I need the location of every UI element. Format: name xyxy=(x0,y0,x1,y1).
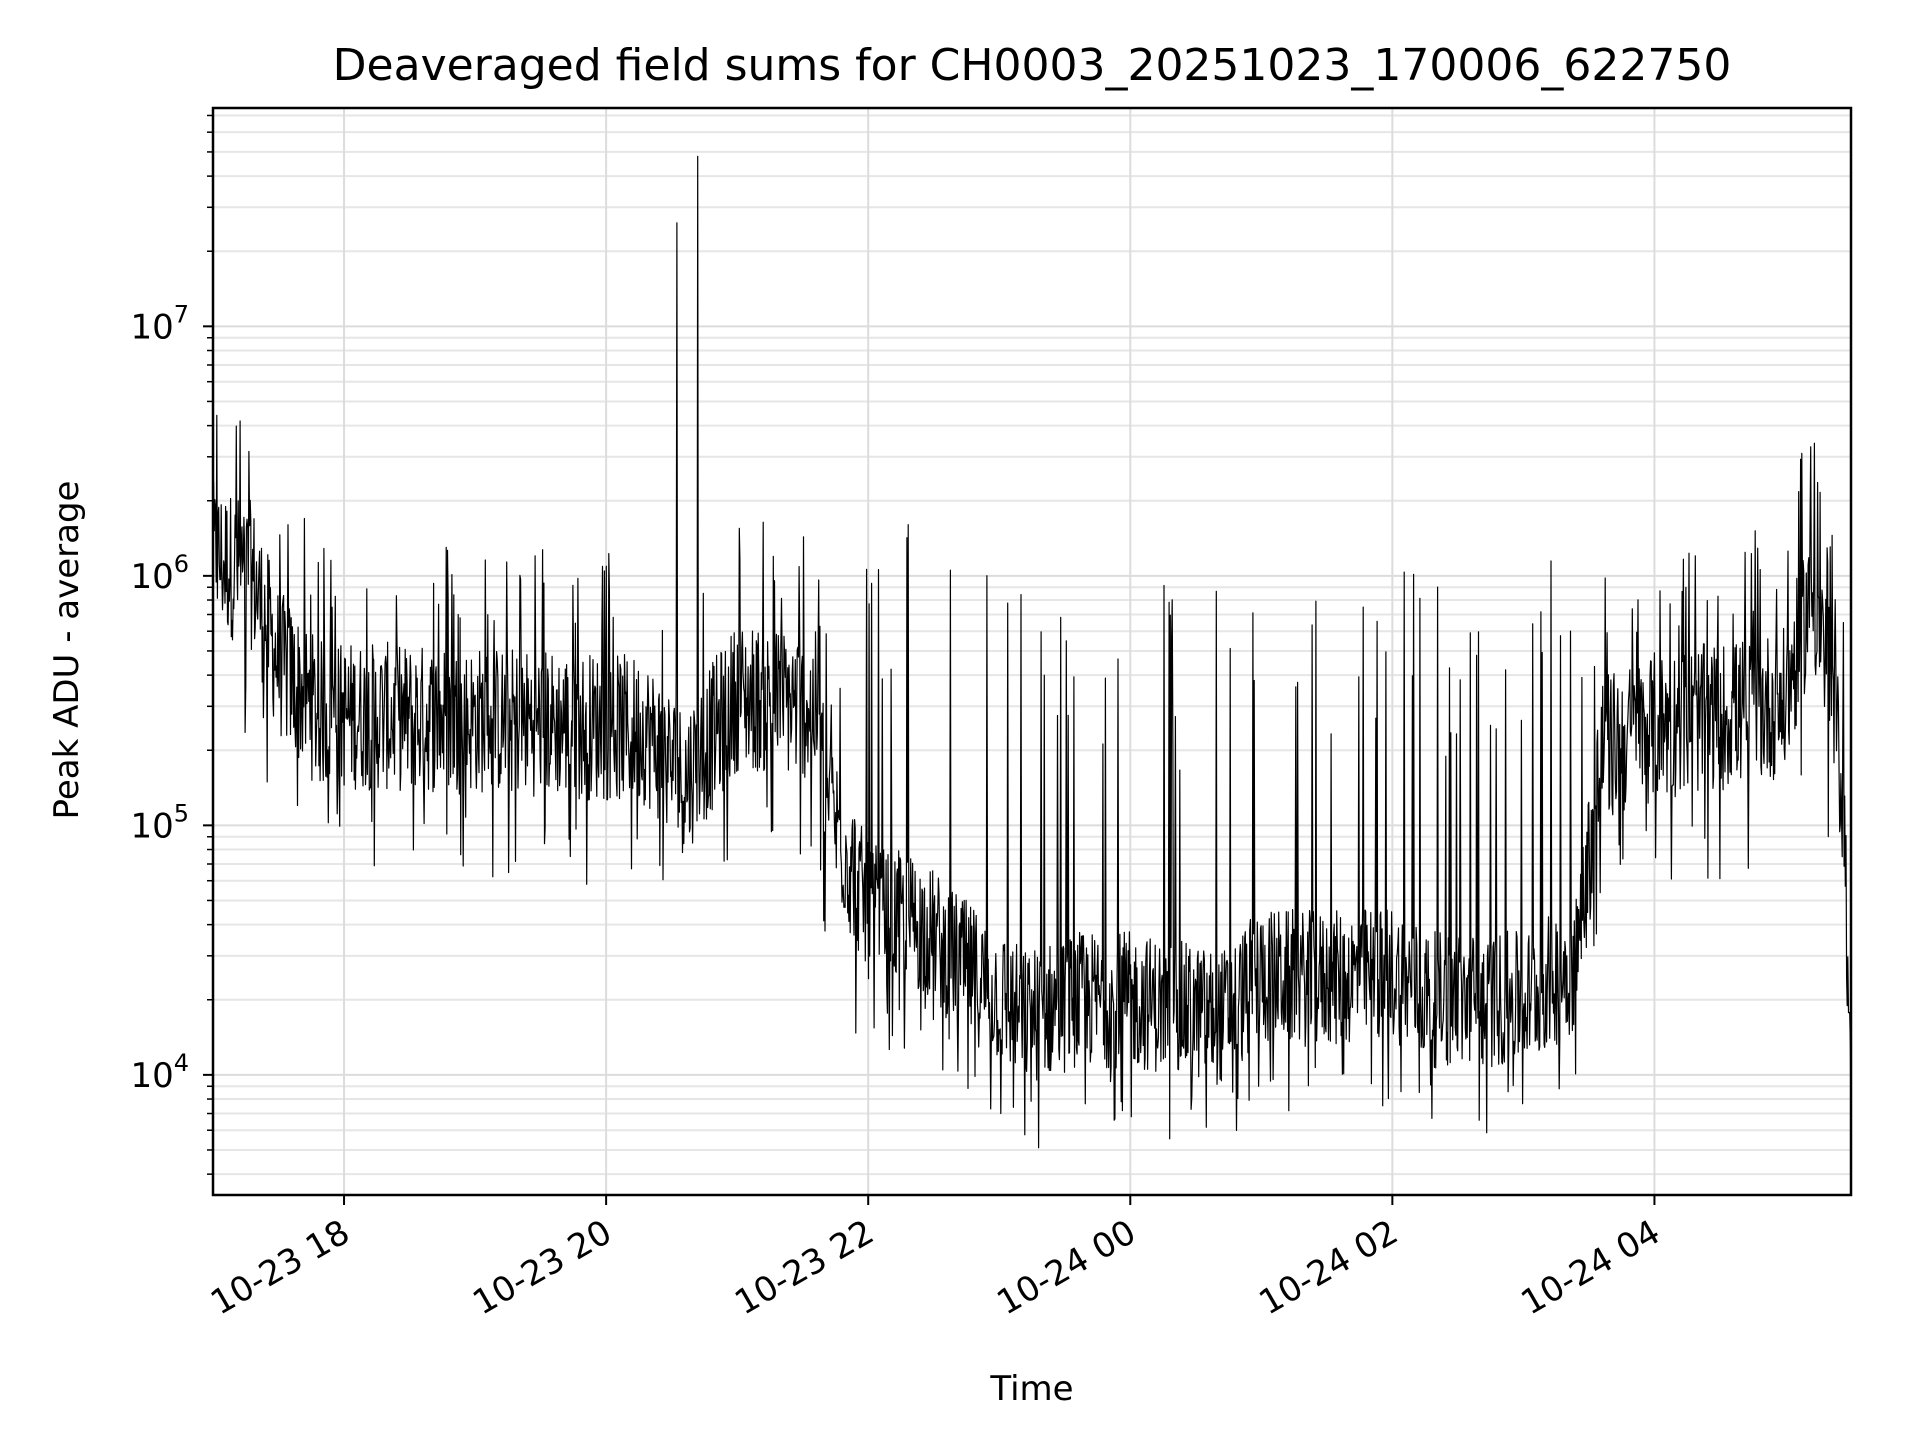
series-group xyxy=(212,155,1852,1149)
x-tick-label: 10-24 02 xyxy=(1252,1212,1404,1323)
x-tick-label: 10-24 00 xyxy=(990,1212,1142,1323)
x-axis-label: Time xyxy=(989,1369,1073,1409)
y-tick-label: 106 xyxy=(130,550,189,597)
x-tick-label: 10-23 20 xyxy=(466,1212,618,1323)
y-tick-label: 105 xyxy=(130,799,189,846)
y-tick-label: 104 xyxy=(130,1049,189,1096)
chart-title: Deaveraged field sums for CH0003_2025102… xyxy=(333,40,1732,91)
y-axis-label: Peak ADU - average xyxy=(47,481,87,820)
grid xyxy=(213,108,1851,1195)
plot-frame xyxy=(211,106,1853,1197)
series-line xyxy=(212,155,1852,1149)
x-tick-label: 10-23 18 xyxy=(204,1212,356,1323)
x-tick-label: 10-24 04 xyxy=(1515,1212,1667,1323)
y-tick-label: 107 xyxy=(130,300,189,347)
x-tick-label: 10-23 22 xyxy=(728,1212,880,1323)
